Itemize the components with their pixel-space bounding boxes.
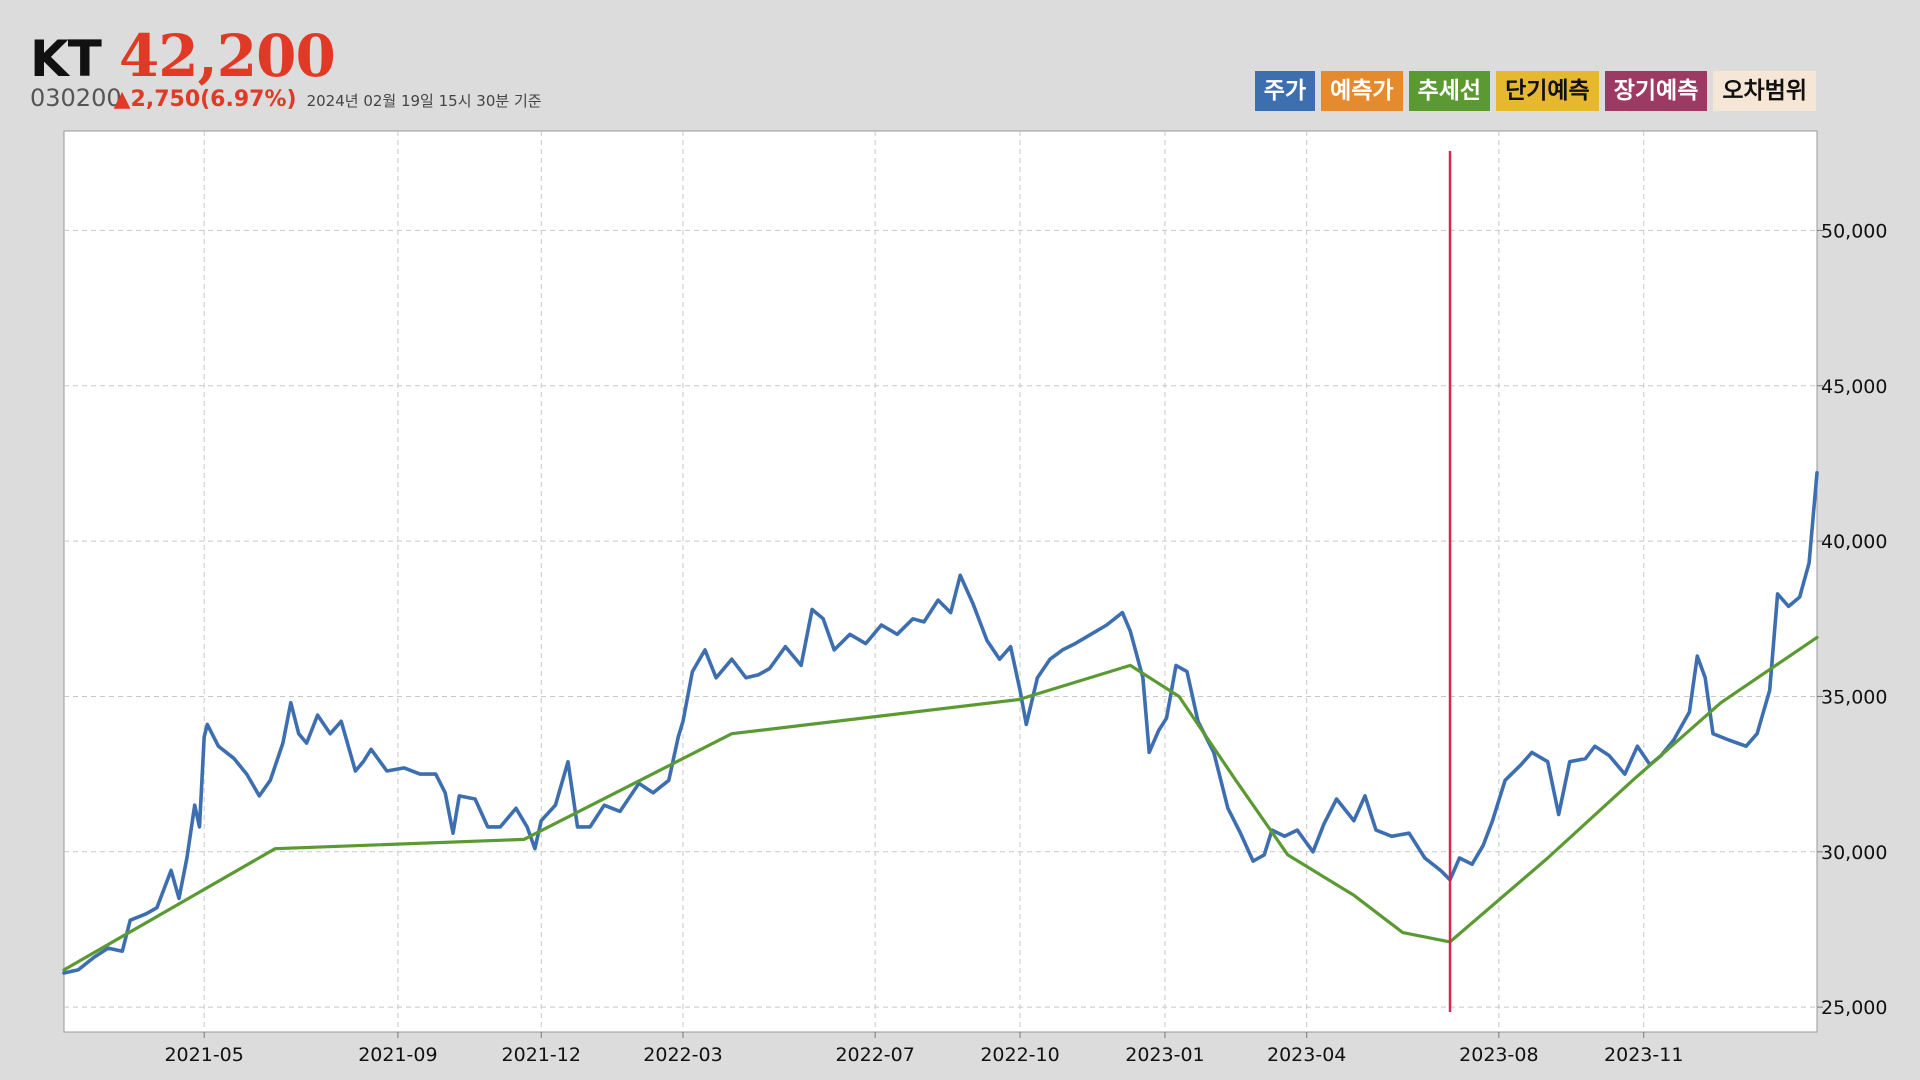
x-tick-label: 2022-07: [835, 1044, 914, 1066]
price-change: ▲2,750(6.97%): [113, 87, 297, 112]
stock-header: KT 42,200 030200 ▲2,750(6.97%) 2024년 02월…: [30, 22, 542, 112]
x-tick-label: 2023-01: [1125, 1044, 1204, 1066]
plot-area: [63, 130, 1818, 1033]
stock-code: 030200: [30, 84, 122, 112]
y-tick-label: 45,000: [1821, 376, 1887, 398]
legend-item-forecast[interactable]: 예측가: [1321, 71, 1403, 111]
legend-item-trendline[interactable]: 추세선: [1408, 71, 1491, 111]
legend-item-price[interactable]: 주가: [1254, 71, 1316, 111]
legend-item-long-term[interactable]: 장기예측: [1604, 71, 1708, 111]
y-tick-label: 40,000: [1821, 531, 1887, 553]
stock-name: KT: [30, 30, 102, 88]
chart-legend: 주가 예측가 추세선 단기예측 장기예측 오차범위: [1254, 71, 1816, 111]
as-of-timestamp: 2024년 02월 19일 15시 30분 기준: [306, 92, 542, 110]
trend-series-line: [62, 635, 1819, 972]
legend-item-short-term[interactable]: 단기예측: [1496, 71, 1599, 111]
y-tick-label: 30,000: [1821, 842, 1887, 864]
x-tick-label: 2021-05: [164, 1044, 243, 1066]
y-tick-label: 35,000: [1821, 686, 1887, 708]
x-tick-label: 2022-03: [643, 1044, 722, 1066]
x-tick-label: 2022-10: [980, 1044, 1059, 1066]
price-series-line: [62, 471, 1819, 975]
current-price: 42,200: [118, 22, 336, 90]
x-tick-label: 2023-11: [1604, 1044, 1683, 1066]
legend-item-error-range[interactable]: 오차범위: [1713, 71, 1816, 111]
x-tick-label: 2023-08: [1459, 1044, 1538, 1066]
y-tick-label: 50,000: [1821, 220, 1887, 242]
y-tick-label: 25,000: [1821, 997, 1887, 1019]
x-tick-label: 2021-09: [358, 1044, 437, 1066]
x-tick-label: 2023-04: [1267, 1044, 1346, 1066]
x-tick-label: 2021-12: [502, 1044, 581, 1066]
